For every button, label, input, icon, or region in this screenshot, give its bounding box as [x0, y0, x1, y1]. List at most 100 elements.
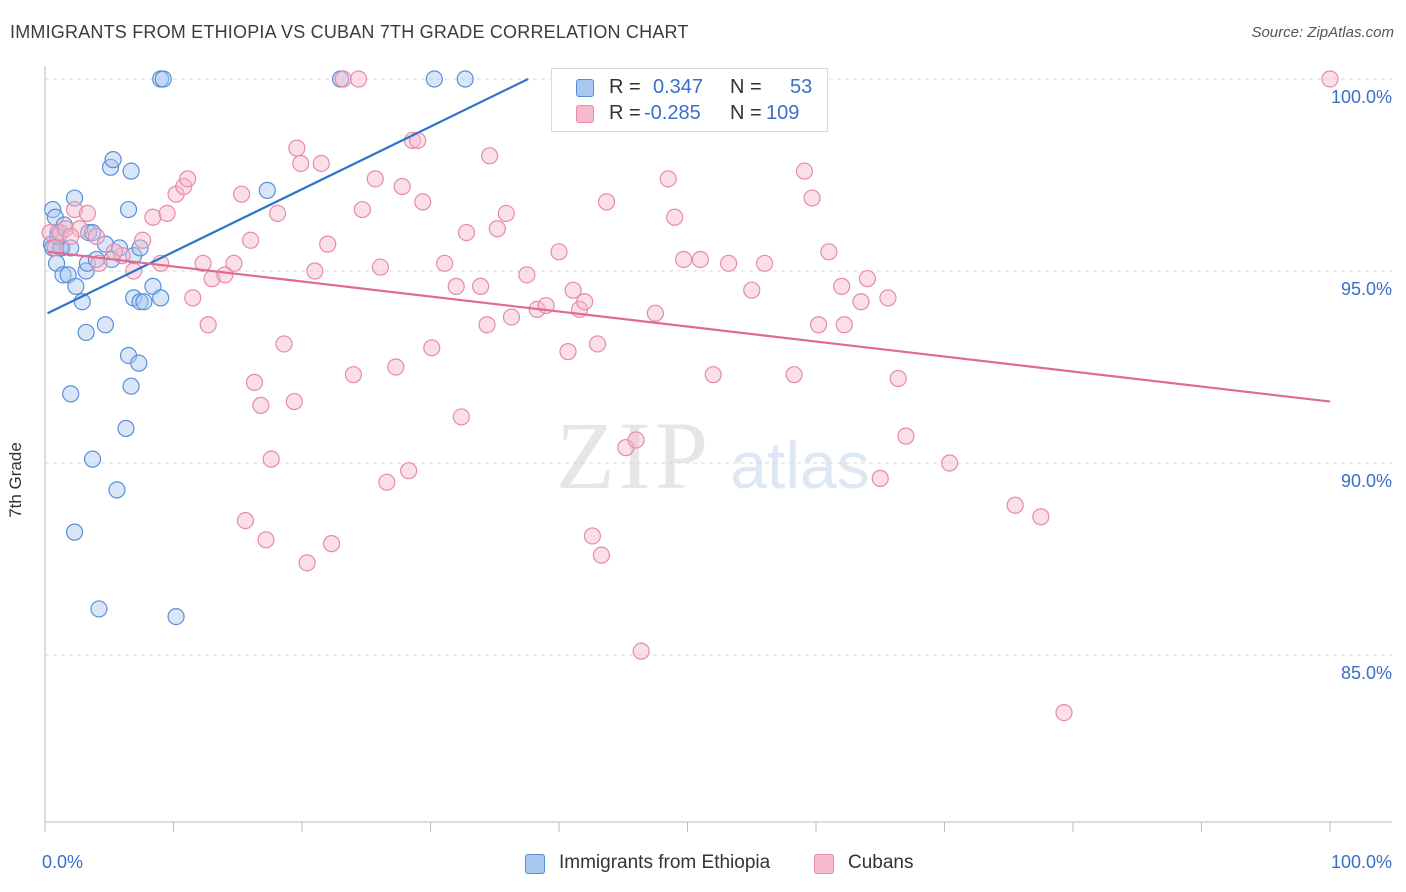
cubans-point: [564, 281, 582, 299]
cubans-point: [184, 289, 202, 307]
cubans-point: [285, 392, 303, 411]
x-tick-label: 0.0%: [42, 852, 83, 872]
ethiopia-point: [135, 293, 153, 311]
cubans-point: [720, 254, 738, 272]
ethiopia-point: [80, 224, 98, 242]
cubans-point: [478, 316, 496, 334]
cubans-point: [319, 235, 337, 253]
cubans-point: [646, 304, 664, 322]
cubans-point: [400, 462, 418, 480]
cubans-point: [666, 208, 684, 226]
ethiopia-point: [152, 289, 170, 307]
legend-r-value: 0.347: [653, 76, 704, 98]
legend-n-value: 109: [766, 102, 800, 124]
cubans-point: [216, 266, 234, 284]
cubans-point: [1032, 508, 1050, 526]
legend-r-value: -0.285: [644, 102, 701, 124]
series-legend: Immigrants from Ethiopia Cubans: [0, 852, 1406, 878]
cubans-point: [194, 254, 212, 272]
legend-n-value: 53: [790, 76, 813, 98]
cubans-point: [387, 358, 405, 376]
legend-row-ethiopia: R = 0.347 N = 53: [552, 75, 827, 101]
cubans-point: [288, 139, 306, 157]
watermark-atlas: atlas: [730, 428, 869, 502]
y-tick-label: 90.0%: [1341, 471, 1392, 491]
ethiopia-point: [54, 266, 72, 284]
cubans-point: [858, 270, 877, 288]
cubans-point: [257, 531, 275, 549]
cubans-point: [447, 277, 465, 295]
cubans-points: [41, 70, 1339, 722]
cubans-point: [275, 335, 293, 353]
cubans-point: [78, 204, 97, 222]
cubans-point: [262, 450, 280, 468]
cubans-point: [871, 469, 889, 487]
ethiopia-point: [119, 200, 138, 219]
cubans-point: [1321, 70, 1339, 88]
cubans-point: [941, 454, 959, 472]
cubans-point: [306, 262, 324, 280]
cubans-point: [349, 70, 368, 88]
cubans-point: [755, 254, 774, 272]
gridlines: [45, 78, 1392, 656]
cubans-point: [134, 231, 152, 249]
ethiopia-point: [425, 70, 443, 88]
cubans-point: [795, 162, 814, 180]
cubans-point: [659, 170, 677, 188]
cubans-point: [423, 339, 441, 357]
cubans-point: [457, 224, 476, 242]
tick-labels: 100.0% 95.0% 90.0% 85.0% 0.0% 100.0%: [42, 87, 1392, 872]
cubans-point: [292, 154, 310, 173]
ethiopia-point: [117, 419, 135, 438]
ethiopia-point: [104, 151, 122, 169]
cubans-point: [199, 316, 217, 334]
cubans-point: [366, 170, 384, 188]
cubans-point: [378, 473, 396, 491]
cubans-point: [436, 254, 454, 272]
ethiopia-point: [96, 316, 114, 334]
cubans-point: [481, 147, 499, 165]
cubans-point: [803, 189, 821, 207]
y-tick-label: 100.0%: [1331, 87, 1392, 107]
cubans-point: [785, 366, 803, 384]
cubans-point: [1006, 496, 1024, 514]
x-tick-label: 100.0%: [1331, 852, 1392, 872]
cubans-point: [518, 266, 536, 284]
legend-n-label: N =: [730, 102, 762, 124]
legend-label-ethiopia: Immigrants from Ethiopia: [559, 852, 771, 873]
cubans-point: [820, 243, 838, 261]
cubans-point: [233, 185, 251, 203]
cubans-point: [245, 373, 264, 391]
cubans-point: [576, 293, 594, 311]
cubans-point: [371, 258, 389, 276]
ethiopia-point: [154, 70, 172, 88]
cubans-point: [252, 396, 270, 414]
cubans-point: [414, 193, 432, 211]
cubans-point: [393, 177, 411, 196]
cubans-point: [691, 250, 709, 269]
cubans-point: [242, 231, 260, 249]
cubans-point: [835, 316, 853, 334]
cubans-point: [889, 369, 907, 388]
trend-lines: [47, 78, 1331, 403]
watermark-zip: ZIP: [556, 402, 712, 509]
cubans-point: [334, 70, 352, 88]
cubans-point: [488, 220, 506, 238]
cubans-point: [675, 250, 693, 269]
cubans-point: [236, 511, 255, 530]
ethiopia-point: [122, 377, 140, 395]
cubans-point: [1055, 703, 1073, 722]
ethiopia-point: [65, 523, 84, 541]
y-tick-label: 85.0%: [1341, 663, 1392, 683]
ethiopia-point: [122, 162, 140, 180]
cubans-point: [312, 154, 330, 173]
cubans-point: [833, 277, 851, 295]
legend-swatch-ethiopia: [576, 79, 594, 97]
cubans-point: [268, 204, 287, 222]
stats-legend: R = 0.347 N = 53 R = -0.285 N = 109: [551, 68, 828, 132]
cubans-point: [344, 366, 362, 384]
legend-swatch-ethiopia: [525, 854, 545, 874]
cubans-point: [502, 308, 521, 326]
cubans-point: [592, 546, 611, 564]
ethiopia-point: [131, 293, 149, 311]
